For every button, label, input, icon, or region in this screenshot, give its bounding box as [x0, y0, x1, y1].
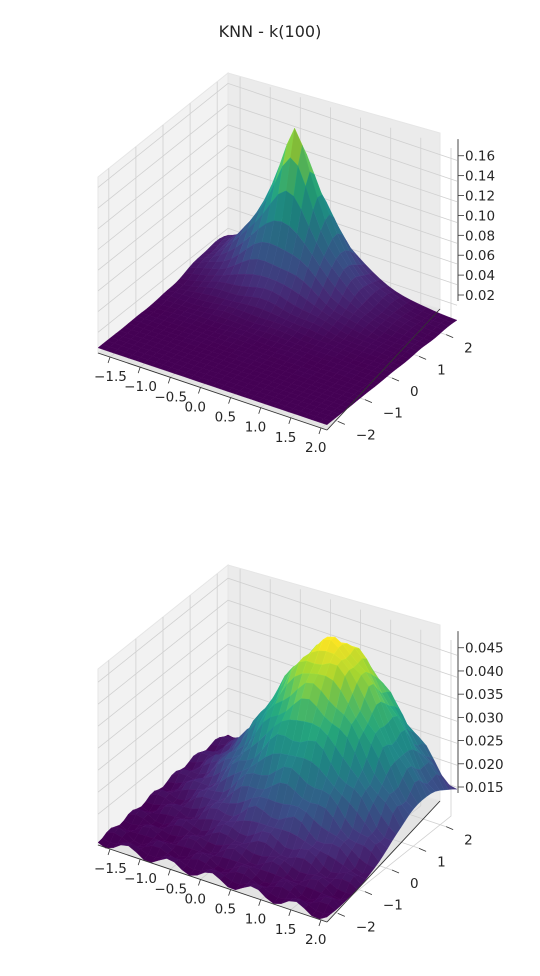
- x-tick-label: 0.5: [215, 902, 236, 918]
- chart-panel-1: −1.5−1.0−0.50.0 0.5 1.0 1.5 2.0 −2 −1 0 1 2 0.02 0.…: [94, 22, 495, 456]
- z-tick-label: 0.020: [465, 757, 504, 773]
- z-tick-label: 0.030: [465, 710, 504, 726]
- x-tick-label: 0.0: [184, 891, 205, 907]
- chart-title: KNN - k(100): [219, 22, 322, 41]
- grid-line: [97, 621, 458, 727]
- z-tick-label: 0.06: [465, 248, 495, 264]
- grid-line: [97, 207, 458, 312]
- x-tick-label: 1.5: [275, 430, 296, 446]
- z-tick-label: 0.045: [465, 641, 504, 657]
- y-tick-mark: [337, 420, 345, 425]
- y-tick-label: 0: [410, 876, 419, 892]
- z-tick-label: 0.08: [465, 228, 495, 244]
- y-axis-line: [326, 800, 441, 923]
- y-tick-label: −2: [356, 427, 376, 443]
- z-tick-label: 0.10: [465, 208, 495, 224]
- x-tick-label: 1.0: [245, 912, 266, 928]
- y-tick-label: 1: [437, 854, 446, 870]
- x-tick-mark: [167, 377, 171, 384]
- surface: [97, 636, 458, 920]
- y-tick-label: 0: [410, 384, 419, 400]
- y-tick-mark: [418, 355, 427, 360]
- x-tick-mark: [137, 859, 141, 866]
- grid-line: [97, 145, 458, 250]
- surface-patch: [318, 913, 332, 920]
- grid-line: [97, 124, 458, 230]
- x-tick-mark: [107, 848, 111, 856]
- y-tick-label: −1: [383, 898, 403, 914]
- x-tick-mark: [167, 869, 171, 876]
- x-tick-label: 2.0: [305, 440, 326, 456]
- z-tick-label: 0.015: [465, 780, 504, 796]
- z-tick-label: 0.04: [465, 268, 495, 284]
- z-tick-label: 0.12: [465, 189, 495, 205]
- surface: [97, 127, 458, 425]
- y-tick-label: −1: [383, 406, 403, 422]
- x-axis-line: [97, 844, 328, 923]
- x-tick-mark: [107, 356, 111, 364]
- y-tick-mark: [418, 847, 427, 852]
- x-tick-label: 0.5: [215, 410, 236, 426]
- grid-line: [97, 82, 458, 188]
- x-tick-label: −0.5: [154, 389, 187, 405]
- x-tick-mark: [318, 427, 322, 435]
- y-tick-mark: [337, 912, 345, 917]
- x-tick-label: −1.5: [94, 369, 127, 385]
- grid-line: [97, 599, 458, 705]
- grid-line: [97, 103, 458, 209]
- x-tick-mark: [288, 417, 292, 424]
- x-tick-label: 2.0: [305, 932, 326, 948]
- grid-line: [320, 640, 452, 921]
- x-tick-label: −0.5: [154, 881, 187, 897]
- x-tick-mark: [288, 909, 292, 916]
- z-tick-label: 0.16: [465, 149, 495, 165]
- x-tick-label: −1.5: [94, 861, 127, 877]
- x-tick-mark: [198, 387, 201, 394]
- y-tick-mark: [446, 826, 454, 831]
- y-tick-mark: [364, 399, 373, 404]
- x-tick-label: −1.0: [124, 871, 157, 887]
- surface-patch: [319, 418, 332, 425]
- x-tick-label: −1.0: [124, 379, 157, 395]
- x-tick-label: 1.5: [275, 922, 296, 938]
- x-tick-mark: [198, 879, 201, 886]
- y-tick-label: 2: [464, 833, 473, 849]
- x-tick-mark: [318, 919, 322, 927]
- y-tick-label: 2: [464, 341, 473, 357]
- z-tick-label: 0.040: [465, 664, 504, 680]
- y-tick-mark: [391, 377, 400, 382]
- x-tick-mark: [258, 407, 262, 414]
- y-tick-mark: [391, 869, 400, 874]
- y-tick-label: 1: [437, 362, 446, 378]
- x-axis-line: [97, 352, 328, 431]
- x-tick-mark: [228, 397, 231, 404]
- grid-line: [97, 186, 458, 292]
- z-tick-label: 0.025: [465, 734, 504, 750]
- x-tick-mark: [228, 889, 231, 896]
- z-tick-label: 0.02: [465, 288, 495, 304]
- x-tick-mark: [137, 367, 141, 374]
- z-tick-label: 0.035: [465, 687, 504, 703]
- y-tick-mark: [446, 334, 454, 339]
- x-tick-label: 1.0: [245, 420, 266, 436]
- x-tick-mark: [258, 899, 262, 906]
- y-tick-label: −2: [356, 919, 376, 935]
- y-tick-mark: [364, 891, 373, 896]
- x-tick-label: 0.0: [184, 399, 205, 415]
- chart-panel-2: −1.5−1.0−0.50.0 0.5 1.0 1.5 2.0 −2 −1 0 1 2 0.015 0…: [94, 563, 504, 948]
- y-axis-line: [326, 308, 441, 431]
- grid-line: [97, 577, 458, 683]
- z-tick-label: 0.14: [465, 169, 495, 185]
- grid-line: [97, 165, 458, 271]
